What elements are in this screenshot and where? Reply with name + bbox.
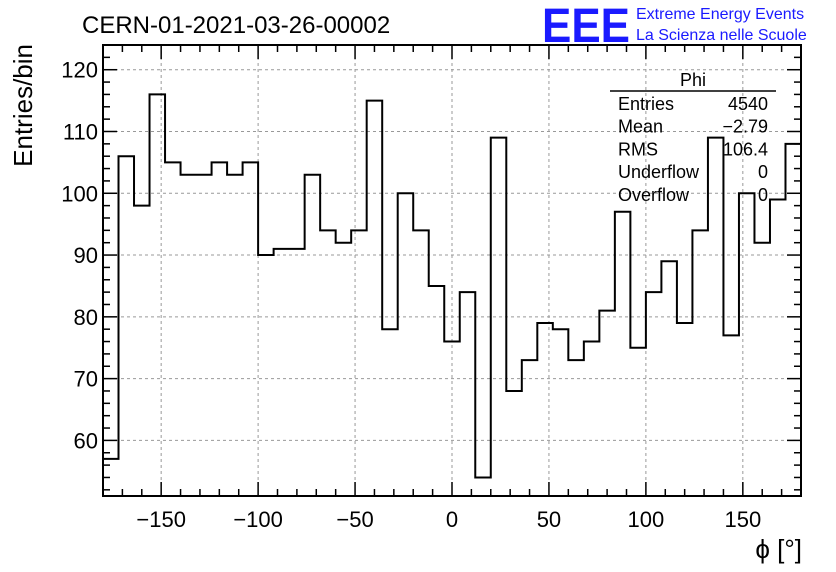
x-tick-label: 50: [537, 507, 561, 532]
y-tick-label: 100: [61, 181, 98, 206]
stats-value: 4540: [728, 94, 768, 114]
stats-value: 0: [758, 185, 768, 205]
y-tick-label: 90: [74, 243, 98, 268]
logo-subtitle-2: La Scienza nelle Scuole: [636, 27, 807, 44]
stats-rows: Entries 4540 Mean −2.79 RMS 106.4 Underflow 0 Ov…: [618, 94, 768, 205]
eee-logo: EEE Extreme Energy Events La Scienza nel…: [542, 0, 807, 53]
stats-label: Underflow: [618, 162, 700, 182]
y-tick-label: 80: [74, 305, 98, 330]
grid-lines: [103, 45, 801, 496]
y-tick-label: 70: [74, 367, 98, 392]
histogram-series: [102, 63, 802, 496]
logo-subtitle-1: Extreme Energy Events: [636, 6, 804, 23]
y-axis-label: Entries/bin: [8, 44, 38, 167]
y-tick-label: 60: [74, 428, 98, 453]
x-tick-label: 150: [724, 507, 761, 532]
chart-title: CERN-01-2021-03-26-00002: [82, 12, 390, 39]
x-tick-label: −50: [336, 507, 373, 532]
plot-frame: [102, 44, 802, 497]
x-axis-label: ϕ [°]: [755, 534, 802, 564]
stats-label: Mean: [618, 117, 663, 137]
x-tick-label: −100: [233, 507, 283, 532]
x-tick-label: 0: [446, 507, 458, 532]
tick-labels: −150 −100 −50 0 50 100 150 60 70 80 90 100 110 120: [61, 58, 761, 532]
y-tick-label: 120: [61, 58, 98, 83]
stats-label: Overflow: [618, 185, 690, 205]
y-tick-label: 110: [63, 119, 98, 144]
stats-box: Phi Entries 4540 Mean −2.79 RMS 106.4 Underflo…: [610, 70, 776, 205]
stats-title: Phi: [680, 70, 706, 90]
stats-value: 106.4: [723, 139, 768, 159]
stats-value: −2.79: [722, 117, 768, 137]
stats-label: Entries: [618, 94, 674, 114]
stats-value: 0: [758, 162, 768, 182]
x-tick-label: −150: [136, 507, 186, 532]
x-tick-label: 100: [628, 507, 665, 532]
stats-label: RMS: [618, 139, 658, 159]
